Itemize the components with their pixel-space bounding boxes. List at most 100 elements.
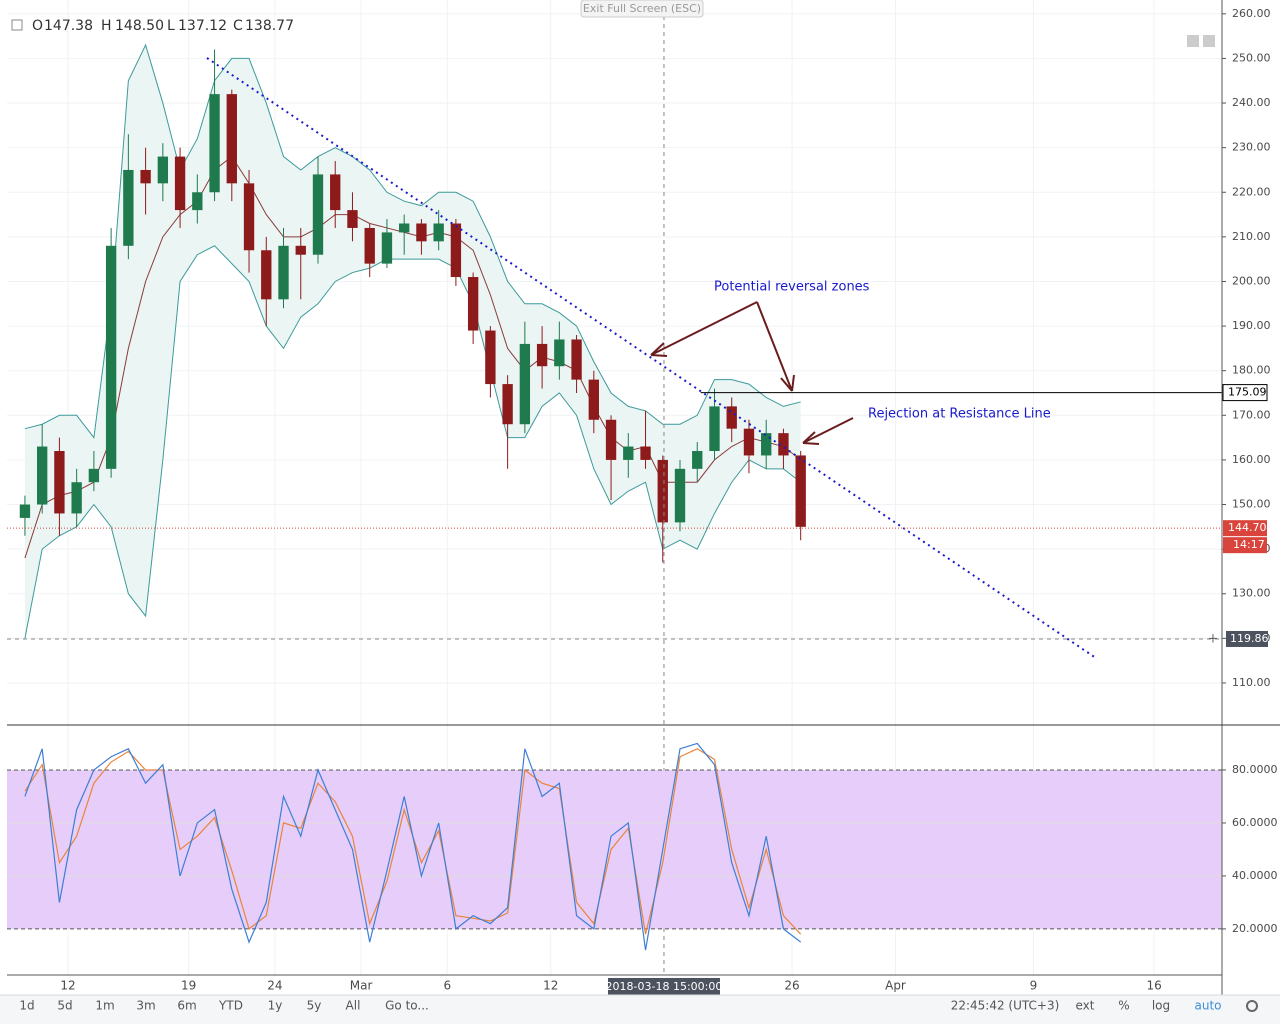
scale-option[interactable]: auto [1194,999,1221,1013]
range-button[interactable]: 3m [136,999,155,1013]
annotation: Rejection at Resistance Line [868,407,1051,422]
crosshair-date-tag [607,978,720,995]
x-tick-label: 12 [543,979,558,993]
range-button[interactable]: YTD [218,999,243,1013]
candle-body [123,169,134,246]
settings-icon[interactable] [1246,1000,1258,1012]
countdown-label: 14:17 [1233,538,1265,551]
y-tick-label: 200.00 [1232,274,1271,287]
candle-body [226,94,237,184]
pane-button[interactable] [1187,35,1199,47]
y-tick-label: 180.00 [1232,364,1271,377]
toolbar-items: 1d 5d 1m 3m 6m YTD 1y 5y All Go to... 22:45:42 (UT… [19,999,1221,1013]
candle-body [450,223,462,278]
scale-option[interactable]: log [1152,999,1170,1013]
x-tick-label: Apr [885,979,906,993]
ohlc-label: H [101,18,112,34]
ohlc-label: L [167,18,175,34]
x-tick-label: Mar [350,979,373,993]
arrow [802,417,854,445]
plot-area: 121924Mar61226Apr916110.00120.00130.0014… [7,0,1278,995]
y-tick-label: 190.00 [1232,319,1271,332]
candle-body [657,459,668,523]
range-button[interactable]: 1d [19,999,34,1013]
candle-body [36,446,48,505]
x-tick-label: 26 [784,979,799,993]
bollinger-lower [24,245,801,639]
y-tick-label: 110.00 [1232,676,1271,689]
x-tick-label: 19 [181,979,196,993]
range-button[interactable]: 1y [268,999,283,1013]
candle-body [399,223,410,233]
trendline [206,57,1098,660]
arrow [650,301,758,357]
crosshair-date-label: 2018-03-18 15:00:00 [606,980,723,993]
candle-body [433,223,444,242]
x-tick-label: 6 [443,979,451,993]
y-tick-label: 80.0000 [1232,763,1278,776]
candle-body [261,250,272,300]
y-tick-label: 260.00 [1232,7,1271,20]
candle-body [19,504,31,518]
y-tick-label: 230.00 [1232,141,1271,154]
ohlc-value: 148.50 [115,18,164,34]
candle-body [88,468,100,483]
candle-body [502,384,513,425]
candle-body [295,245,306,255]
candle-body [243,183,255,251]
range-button[interactable]: 5d [57,999,72,1013]
scale-option[interactable]: % [1118,999,1129,1013]
y-tick-label: 130.00 [1232,587,1271,600]
candle-body [71,482,82,514]
ohlc-label: C [233,18,243,34]
candle-body [381,232,393,264]
y-tick-label: 60.0000 [1232,816,1278,829]
ohlc-value: 147.38 [44,18,93,34]
goto-button[interactable]: Go to... [385,999,429,1013]
arrows [650,301,854,445]
y-tick-label: 20.0000 [1232,922,1278,935]
range-button[interactable]: All [346,999,361,1013]
candle-body [209,94,220,193]
candle-body [588,379,599,420]
candle-body [157,156,169,184]
candle-body [54,450,65,514]
crosshair-price-tag [1226,630,1268,647]
y-tick-label: 250.00 [1232,51,1271,64]
candle-body [192,192,203,211]
candle-body [674,468,686,523]
candle-body [554,339,565,367]
candle-body [692,450,703,469]
candle-body [536,343,548,367]
arrow [756,301,795,392]
candle-body [105,245,117,469]
pane-button[interactable] [1203,35,1215,47]
level-tag [1222,384,1268,402]
candle-body [571,339,582,380]
y-tick-label: 170.00 [1232,408,1271,421]
ohlc-label: O [32,18,43,34]
band-fill [7,769,1222,929]
range-button[interactable]: 1m [95,999,114,1013]
x-tick-label: 9 [1030,979,1038,993]
bollinger-upper [24,43,801,439]
candle-body [640,446,651,460]
crosshair-plus: + [1208,631,1219,646]
last-price-label: 144.70 [1228,521,1267,534]
toolbar [0,995,1280,1024]
candle-body [761,433,772,456]
candle-body [416,223,427,242]
candle-body [278,245,289,300]
y-tick-label: 150.00 [1232,498,1271,511]
range-button[interactable]: 5y [307,999,322,1013]
scale-option[interactable]: ext [1076,999,1095,1013]
candle-body [778,433,789,456]
y-tick-label: 240.00 [1232,96,1271,109]
range-button[interactable]: 6m [177,999,196,1013]
exit-fullscreen-button[interactable] [580,0,704,18]
collapse-icon[interactable] [11,19,23,31]
candle-body [467,277,479,331]
crosshair-price-label: 119.86 [1230,632,1269,645]
